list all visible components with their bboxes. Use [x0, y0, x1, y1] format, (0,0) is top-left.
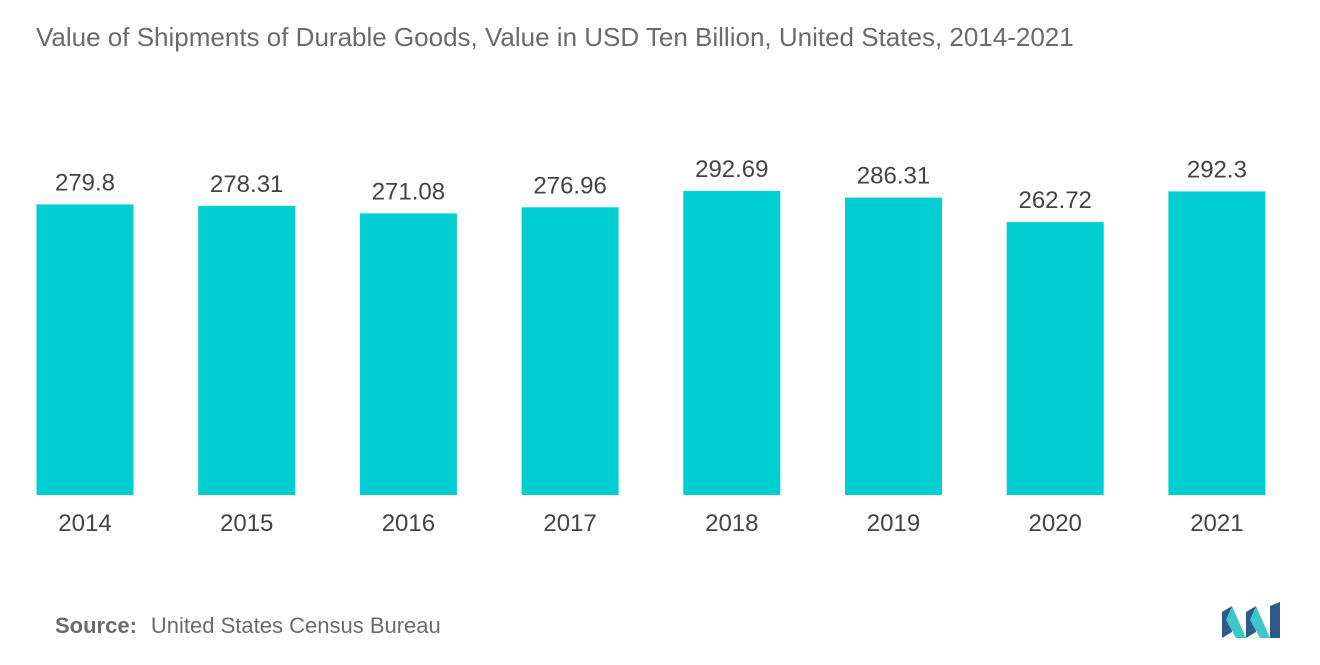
bars-group: [36, 191, 1266, 496]
x-tick-label-2015: 2015: [220, 510, 273, 537]
source-note: Source: United States Census Bureau: [55, 613, 441, 639]
bar-2014: [36, 204, 134, 495]
mordor-intelligence-logo-icon: [1222, 602, 1280, 638]
bar-2017: [521, 207, 619, 496]
x-tick-label-2020: 2020: [1029, 510, 1082, 537]
bar-2015: [198, 205, 296, 495]
value-label-2019: 286.31: [857, 163, 930, 190]
source-label: Source:: [55, 613, 137, 638]
chart-title: Value of Shipments of Durable Goods, Val…: [36, 22, 1074, 52]
x-axis-tick-labels: 2014 2015 2016 2017 2018 2019 2020 2021: [58, 510, 1243, 537]
value-label-2021: 292.3: [1187, 156, 1247, 183]
bar-chart: 279.8 278.31 271.08 276.96 292.69 286.31 262.7…: [36, 156, 1266, 537]
x-tick-label-2017: 2017: [543, 510, 596, 537]
value-label-2020: 262.72: [1018, 187, 1091, 214]
value-label-2018: 292.69: [695, 156, 768, 183]
source-text: United States Census Bureau: [150, 613, 441, 638]
value-label-2014: 279.8: [55, 169, 115, 196]
bar-2018: [683, 191, 781, 495]
value-label-2016: 271.08: [372, 178, 445, 205]
x-tick-label-2014: 2014: [58, 510, 111, 537]
value-label-2015: 278.31: [210, 171, 283, 198]
value-label-2017: 276.96: [533, 172, 606, 199]
x-tick-label-2016: 2016: [382, 510, 435, 537]
x-tick-label-2018: 2018: [705, 510, 758, 537]
bar-2020: [1006, 222, 1104, 495]
bar-2021: [1168, 191, 1266, 495]
value-labels-group: 279.8 278.31 271.08 276.96 292.69 286.31 262.7…: [55, 156, 1247, 214]
bar-2016: [359, 213, 457, 495]
x-tick-label-2019: 2019: [867, 510, 920, 537]
x-tick-label-2021: 2021: [1190, 510, 1243, 537]
bar-2019: [845, 197, 942, 495]
